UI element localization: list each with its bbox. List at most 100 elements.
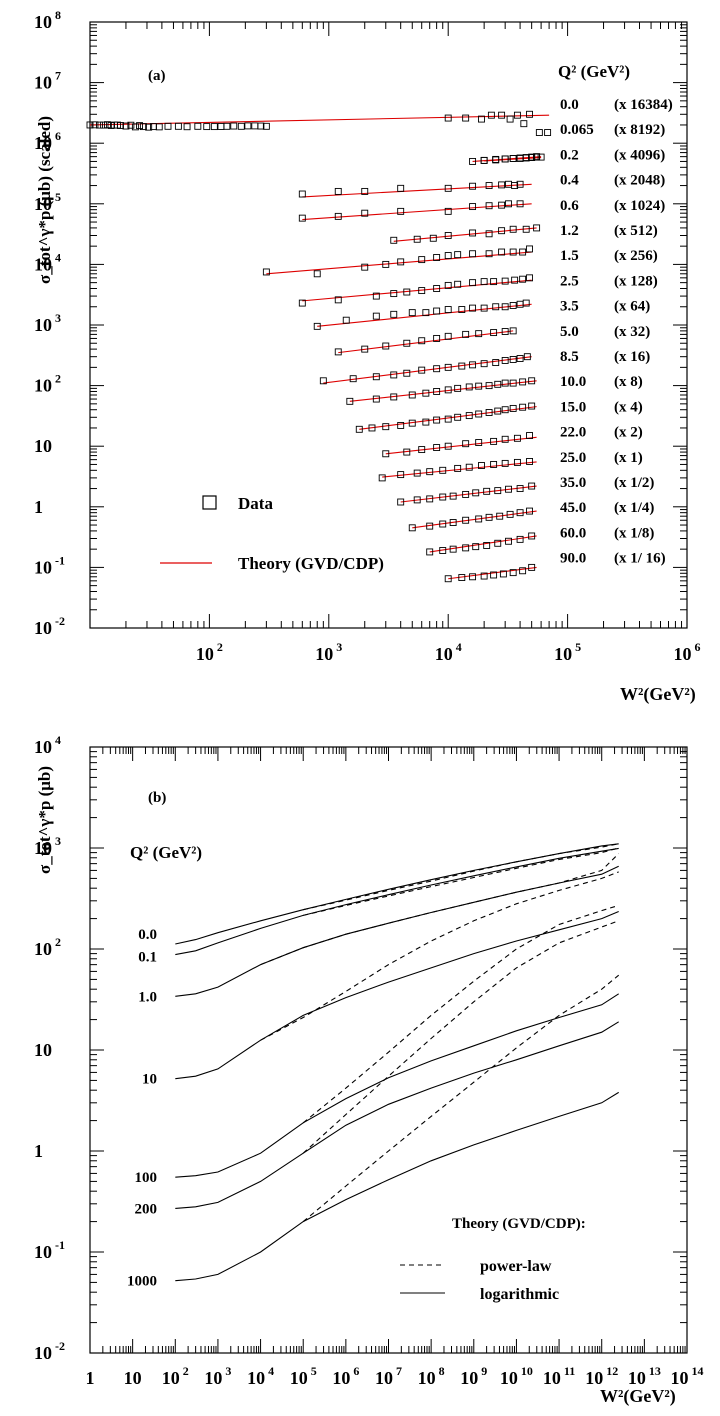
data-point — [346, 397, 354, 405]
data-point — [449, 545, 457, 553]
data-point — [433, 416, 441, 424]
data-point — [516, 509, 524, 517]
data-point — [526, 507, 533, 515]
x-tick-label: 10 10 — [500, 1364, 533, 1388]
data-point — [155, 123, 163, 131]
data-point — [498, 201, 506, 209]
data-point — [509, 569, 517, 577]
data-point — [403, 369, 411, 377]
data-point — [444, 332, 452, 340]
data-point — [496, 512, 504, 520]
q2-value-label: 2.5 — [560, 273, 579, 289]
data-point — [403, 339, 411, 347]
data-point — [505, 485, 512, 493]
data-point — [492, 156, 500, 164]
theory-fit-line — [349, 380, 537, 402]
x-tick-label: 10 4 — [247, 1364, 274, 1388]
y-tick-label: 10 -2 — [34, 1339, 65, 1363]
x-tick-label: 10 5 — [290, 1364, 317, 1388]
scale-factor-label: (x 4) — [614, 399, 643, 415]
data-point — [469, 573, 477, 581]
x-tick-label: 1 — [86, 1368, 95, 1388]
data-point — [433, 334, 441, 342]
theory-fit-line — [266, 251, 532, 275]
y-tick-label: 10 2 — [34, 935, 61, 959]
data-point — [444, 442, 452, 450]
data-point — [408, 524, 416, 532]
q2-value-label: 22.0 — [560, 425, 586, 441]
data-point — [513, 111, 521, 119]
data-point — [194, 122, 202, 130]
data-point — [487, 111, 495, 119]
data-point — [462, 544, 470, 552]
data-point — [127, 121, 135, 129]
theory-fit-line — [302, 203, 532, 221]
data-point — [480, 360, 488, 368]
data-point — [469, 229, 477, 237]
panel-b-y-tick-labels: 10 -2 10 -1 1 10 10 2 10 3 10 4 — [34, 733, 65, 1363]
data-point — [397, 421, 405, 429]
data-point — [519, 275, 527, 283]
y-tick-label: 10 6 — [34, 129, 61, 153]
q2-value-label: 8.5 — [560, 349, 579, 365]
data-point — [498, 181, 506, 189]
logarithmic-curve — [175, 993, 619, 1178]
logarithmic-curve — [175, 910, 619, 1080]
data-point — [490, 437, 498, 445]
data-point — [462, 516, 470, 524]
data-point — [382, 450, 390, 458]
panel-b-x-tick-labels: 1 10 10 2 10 3 10 4 10 5 10 6 10 7 10 8 10 9 10 10… — [86, 1364, 704, 1388]
theory-fit-line — [302, 279, 532, 302]
data-point — [522, 154, 530, 161]
panel-b-label: (b) — [148, 790, 166, 806]
legend-data-marker — [202, 495, 217, 510]
y-tick-label: 10 4 — [34, 250, 61, 274]
data-point — [501, 357, 509, 364]
x-tick-label: 10 — [124, 1368, 142, 1388]
panel-a-series-labels: 0.0 (x 16384) 0.065 (x 8192) 0.2 (x 4096) 0.4 (… — [560, 97, 673, 567]
data-point — [397, 258, 405, 266]
data-point — [478, 462, 485, 469]
data-point — [433, 307, 441, 315]
power-law-curve — [303, 847, 619, 916]
data-point — [454, 464, 462, 472]
q2-value-label: 35.0 — [560, 475, 586, 491]
q2-value-label: 60.0 — [560, 525, 586, 541]
data-point — [183, 123, 191, 131]
data-point — [342, 316, 350, 324]
data-point — [537, 153, 545, 161]
q2-curve-label: 1000 — [127, 1274, 157, 1290]
panel-b-q2-header: Q² (GeV²) — [130, 843, 202, 862]
data-point — [519, 378, 527, 386]
data-point — [334, 296, 342, 304]
logarithmic-curve — [175, 1021, 619, 1209]
power-law-curve — [260, 871, 619, 1041]
data-point — [444, 114, 452, 122]
data-point — [251, 122, 259, 130]
q2-value-label: 0.0 — [560, 97, 579, 113]
legend-b-solid-label: logarithmic — [480, 1286, 559, 1303]
data-point — [458, 362, 466, 370]
panel-a-y-tick-labels: 10 -2 10 -1 1 10 10 2 10 3 10 4 10 5 10 6 10 7 10 … — [34, 8, 65, 638]
data-point — [382, 342, 390, 350]
data-point — [475, 382, 483, 390]
q2-value-label: 1.2 — [560, 223, 579, 239]
data-point — [469, 304, 477, 312]
panel-b-xlabel: W²(GeV²) — [600, 1386, 676, 1407]
data-point — [505, 537, 512, 545]
data-point — [523, 353, 531, 361]
data-point — [372, 395, 380, 403]
data-point — [103, 121, 111, 129]
data-point — [516, 200, 524, 208]
power-law-curve — [302, 920, 619, 1154]
data-point — [298, 299, 306, 307]
data-point — [96, 121, 103, 129]
data-point — [368, 424, 376, 432]
data-point — [422, 418, 430, 426]
data-point — [485, 409, 493, 416]
data-point — [475, 439, 483, 446]
data-point — [516, 485, 524, 493]
data-point — [485, 382, 493, 390]
scale-factor-label: (x 16) — [614, 349, 650, 365]
